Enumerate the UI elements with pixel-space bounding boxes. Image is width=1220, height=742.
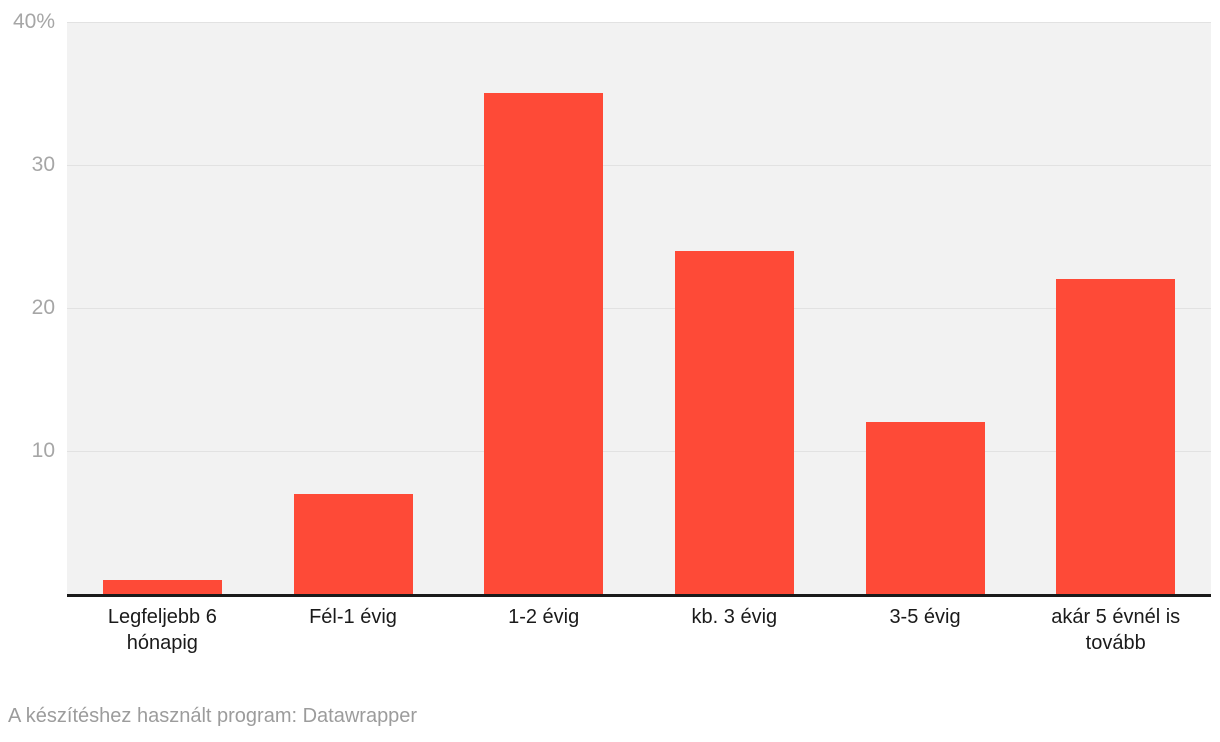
x-axis-label: 3-5 évig <box>889 606 961 628</box>
x-axis-label: Legfeljebb 6 hónapig <box>107 606 217 654</box>
bar-6 <box>1056 279 1175 594</box>
gridline-20 <box>67 308 1211 309</box>
x-axis-label: akár 5 évnél is tovább <box>1051 606 1181 654</box>
x-axis-label: Fél-1 évig <box>309 606 397 628</box>
y-axis-tick-label: 10 <box>31 439 55 462</box>
chart-footer-credit: A készítéshez használt program: Datawrap… <box>8 705 418 727</box>
plot-area <box>67 22 1211 597</box>
bar-2 <box>294 494 413 594</box>
bar-3 <box>484 93 603 594</box>
x-axis: Legfeljebb 6 hónapig Fél-1 évig 1-2 évig kb… <box>67 600 1211 656</box>
x-axis-label: kb. 3 évig <box>691 606 778 628</box>
y-axis-tick-label: 30 <box>31 153 55 176</box>
gridline-10 <box>67 451 1211 452</box>
bar-1 <box>103 580 222 594</box>
gridline-40 <box>67 22 1211 23</box>
bar-4 <box>675 251 794 594</box>
gridline-30 <box>67 165 1211 166</box>
y-axis-tick-label: 40% <box>12 10 55 33</box>
bar-5 <box>866 422 985 594</box>
x-axis-label: 1-2 évig <box>508 606 580 628</box>
y-axis-tick-label: 20 <box>31 296 55 319</box>
